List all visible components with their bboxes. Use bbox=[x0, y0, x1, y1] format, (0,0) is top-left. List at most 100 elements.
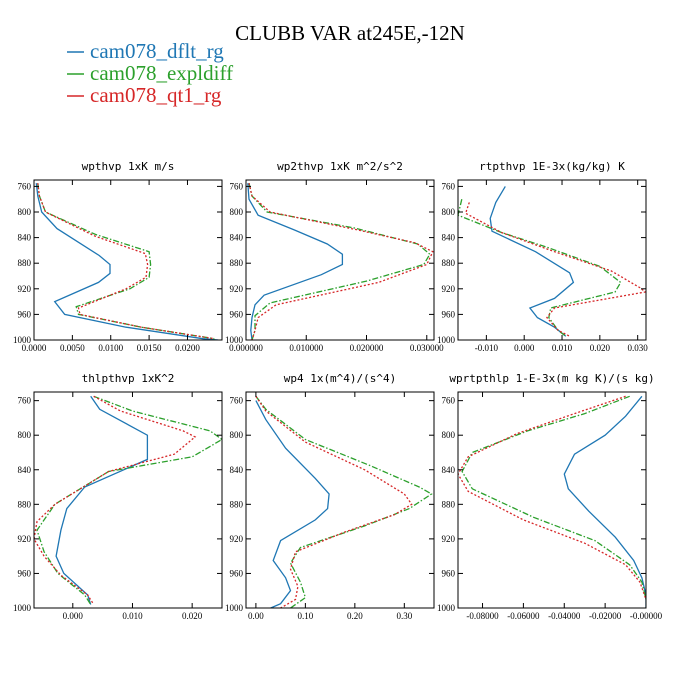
panel-title: thlpthvp 1xK^2 bbox=[82, 372, 175, 385]
series-line-cam078_qt1_rg bbox=[464, 202, 646, 337]
y-tick-label: 1000 bbox=[225, 603, 244, 613]
x-tick-label: 0.000000 bbox=[229, 343, 263, 353]
x-tick-label: -0.06000 bbox=[507, 611, 540, 621]
y-tick-label: 920 bbox=[230, 534, 244, 544]
x-tick-label: 0.000 bbox=[63, 611, 84, 621]
y-tick-label: 1000 bbox=[437, 603, 456, 613]
y-tick-label: 1000 bbox=[13, 603, 32, 613]
chart-panel-6: wprtpthlp 1-E-3x(m kg K)/(s kg) 760 800 840… bbox=[437, 372, 663, 621]
y-tick-label: 760 bbox=[230, 396, 244, 406]
y-tick-label: 920 bbox=[18, 284, 32, 294]
y-tick-label: 760 bbox=[442, 181, 456, 191]
y-tick-label: 760 bbox=[18, 181, 32, 191]
x-tick-label: 0.030000 bbox=[410, 343, 444, 353]
series-line-cam078_qt1_rg bbox=[34, 395, 197, 605]
figure-title: CLUBB VAR at245E,-12N bbox=[235, 21, 465, 45]
chart-panel-3: rtpthvp 1E-3x(kg/kg) K 760 800 840 880 920 960… bbox=[437, 160, 648, 353]
plot-frame bbox=[457, 179, 647, 341]
y-tick-label: 880 bbox=[230, 499, 244, 509]
x-tick-label: -0.08000 bbox=[466, 611, 499, 621]
y-tick-label: 840 bbox=[18, 233, 32, 243]
y-tick-label: 1000 bbox=[437, 335, 456, 345]
series-line-cam078_qt1_rg bbox=[248, 183, 434, 340]
series-line-cam078_expldiff bbox=[255, 395, 433, 608]
y-tick-label: 960 bbox=[230, 309, 244, 319]
x-tick-label: -0.02000 bbox=[589, 611, 622, 621]
x-tick-label: 0.0000 bbox=[22, 343, 47, 353]
panel-title: rtpthvp 1E-3x(kg/kg) K bbox=[479, 160, 625, 173]
y-tick-label: 840 bbox=[18, 465, 32, 475]
y-tick-label: 880 bbox=[442, 499, 456, 509]
x-tick-label: 0.0050 bbox=[60, 343, 85, 353]
chart-panel-5: wp4 1x(m^4)/(s^4) 760 800 840 880 920 960 1000 0… bbox=[225, 372, 435, 621]
x-tick-label: 0.010000 bbox=[289, 343, 323, 353]
y-tick-label: 920 bbox=[442, 284, 456, 294]
panel-title: wp4 1x(m^4)/(s^4) bbox=[284, 372, 397, 385]
plot-frame bbox=[457, 391, 647, 609]
panel-title: wpthvp 1xK m/s bbox=[82, 160, 175, 173]
x-tick-label: 0.00 bbox=[248, 611, 264, 621]
x-tick-label: 0.020000 bbox=[350, 343, 384, 353]
y-tick-label: 1000 bbox=[225, 335, 244, 345]
chart-panel-2: wp2thvp 1xK m^2/s^2 760 800 840 880 920 960 100… bbox=[225, 160, 444, 353]
x-tick-label: 0.010 bbox=[552, 343, 573, 353]
y-tick-label: 840 bbox=[442, 233, 456, 243]
series-line-cam078_qt1_rg bbox=[458, 395, 646, 600]
x-tick-label: 0.000 bbox=[514, 343, 535, 353]
x-tick-label: -0.04000 bbox=[548, 611, 581, 621]
y-tick-label: 760 bbox=[442, 396, 456, 406]
x-tick-label: 0.10 bbox=[297, 611, 313, 621]
x-tick-label: -0.00000 bbox=[630, 611, 663, 621]
y-tick-label: 760 bbox=[18, 396, 32, 406]
x-tick-label: -0.010 bbox=[475, 343, 499, 353]
series-line-cam078_dflt_rg bbox=[255, 400, 330, 608]
y-tick-label: 840 bbox=[230, 233, 244, 243]
y-tick-label: 800 bbox=[18, 207, 32, 217]
series-line-cam078_expldiff bbox=[461, 395, 646, 600]
legend: cam078_dflt_rgcam078_expldiffcam078_qt1_… bbox=[67, 39, 233, 107]
y-tick-label: 800 bbox=[18, 430, 32, 440]
panel-title: wprtpthlp 1-E-3x(m kg K)/(s kg) bbox=[449, 372, 654, 385]
x-tick-label: 0.030 bbox=[628, 343, 649, 353]
chart-panel-1: wpthvp 1xK m/s76080084088092096010000.00… bbox=[13, 160, 223, 353]
y-tick-label: 880 bbox=[230, 258, 244, 268]
chart-panel-4: thlpthvp 1xK^2 760 800 840 880 920 960 1000 0.00… bbox=[13, 372, 223, 621]
y-tick-label: 760 bbox=[230, 181, 244, 191]
x-tick-label: 0.0150 bbox=[137, 343, 162, 353]
series-line-cam078_qt1_rg bbox=[255, 395, 413, 608]
y-tick-label: 840 bbox=[442, 465, 456, 475]
series-line-cam078_expldiff bbox=[248, 183, 431, 340]
y-tick-label: 880 bbox=[18, 258, 32, 268]
y-tick-label: 800 bbox=[442, 207, 456, 217]
y-tick-label: 800 bbox=[230, 430, 244, 440]
plot-frame bbox=[33, 179, 223, 341]
x-tick-label: 0.020 bbox=[182, 611, 203, 621]
y-tick-label: 1000 bbox=[13, 335, 32, 345]
plot-frame bbox=[245, 391, 435, 609]
x-tick-label: 0.20 bbox=[347, 611, 363, 621]
y-tick-label: 800 bbox=[442, 430, 456, 440]
plot-frame bbox=[33, 391, 223, 609]
legend-entry: cam078_qt1_rg bbox=[90, 83, 222, 107]
x-tick-label: 0.30 bbox=[396, 611, 412, 621]
y-tick-label: 960 bbox=[18, 309, 32, 319]
series-line-cam078_expldiff bbox=[458, 199, 622, 337]
y-tick-label: 920 bbox=[18, 534, 32, 544]
legend-entry: cam078_dflt_rg bbox=[90, 39, 224, 63]
y-tick-label: 960 bbox=[442, 309, 456, 319]
series-line-cam078_dflt_rg bbox=[55, 395, 149, 605]
series-line-cam078_qt1_rg bbox=[37, 183, 215, 340]
series-line-cam078_dflt_rg bbox=[563, 395, 646, 608]
y-tick-label: 960 bbox=[230, 568, 244, 578]
x-tick-label: 0.020 bbox=[590, 343, 611, 353]
x-tick-label: 0.0200 bbox=[175, 343, 200, 353]
plot-frame bbox=[245, 179, 435, 341]
legend-entry: cam078_expldiff bbox=[90, 61, 233, 85]
panels: wpthvp 1xK m/s76080084088092096010000.00… bbox=[13, 160, 663, 621]
panel-title: wp2thvp 1xK m^2/s^2 bbox=[277, 160, 403, 173]
y-tick-label: 840 bbox=[230, 465, 244, 475]
y-tick-label: 920 bbox=[442, 534, 456, 544]
series-line-cam078_dflt_rg bbox=[489, 186, 575, 337]
y-tick-label: 960 bbox=[18, 568, 32, 578]
